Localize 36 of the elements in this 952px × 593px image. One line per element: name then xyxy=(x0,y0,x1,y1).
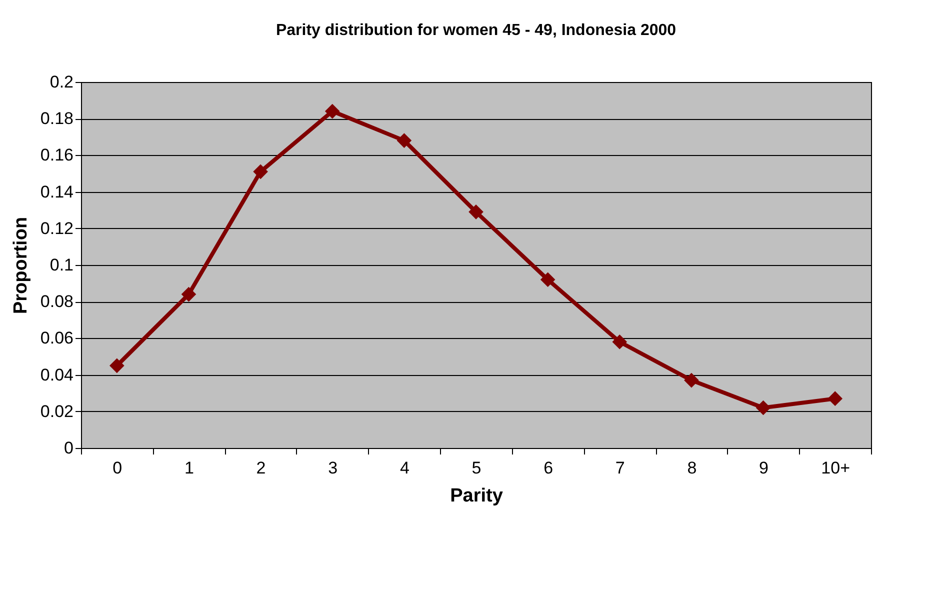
point xyxy=(109,358,124,374)
point xyxy=(324,104,340,119)
point xyxy=(756,400,771,416)
y-tick-label: 0.02 xyxy=(40,402,74,421)
y-tick-label: 0.06 xyxy=(40,328,74,348)
y-tick-label: 0.18 xyxy=(40,109,74,128)
point xyxy=(253,164,268,180)
point xyxy=(612,334,628,350)
x-tick-label: 3 xyxy=(328,458,338,478)
point xyxy=(396,133,412,148)
chart-title: Parity distribution for women 45 - 49, Indonesia 2000 xyxy=(276,22,676,39)
x-tick-label: 0 xyxy=(112,458,122,478)
y-tick-label: 0.14 xyxy=(40,182,74,202)
x-tick-label: 4 xyxy=(400,458,410,478)
point xyxy=(540,272,556,288)
y-axis-title: Proportion xyxy=(10,216,32,314)
x-tick-label: 9 xyxy=(759,458,769,478)
x-tick-label: 6 xyxy=(544,458,554,478)
x-tick-label: 10+ xyxy=(821,458,850,478)
y-tick-label: 0 xyxy=(64,438,74,458)
y-tick-label: 0.08 xyxy=(40,292,74,312)
point xyxy=(468,204,484,220)
point xyxy=(181,286,196,302)
x-tick-label: 5 xyxy=(472,458,482,478)
y-tick-label: 0.1 xyxy=(50,256,74,274)
point xyxy=(828,391,843,406)
point xyxy=(684,372,699,388)
x-tick-label: 1 xyxy=(184,458,194,478)
y-tick-label: 0.16 xyxy=(40,146,74,165)
y-tick-label: 0.12 xyxy=(40,218,74,238)
x-axis-title: Parity xyxy=(450,486,504,506)
x-tick-label: 2 xyxy=(256,458,266,478)
y-tick-label: 0.04 xyxy=(40,365,74,384)
y-tick-label: 0.2 xyxy=(50,72,74,92)
x-tick-label: 8 xyxy=(687,458,697,478)
x-tick-label: 7 xyxy=(615,458,625,478)
